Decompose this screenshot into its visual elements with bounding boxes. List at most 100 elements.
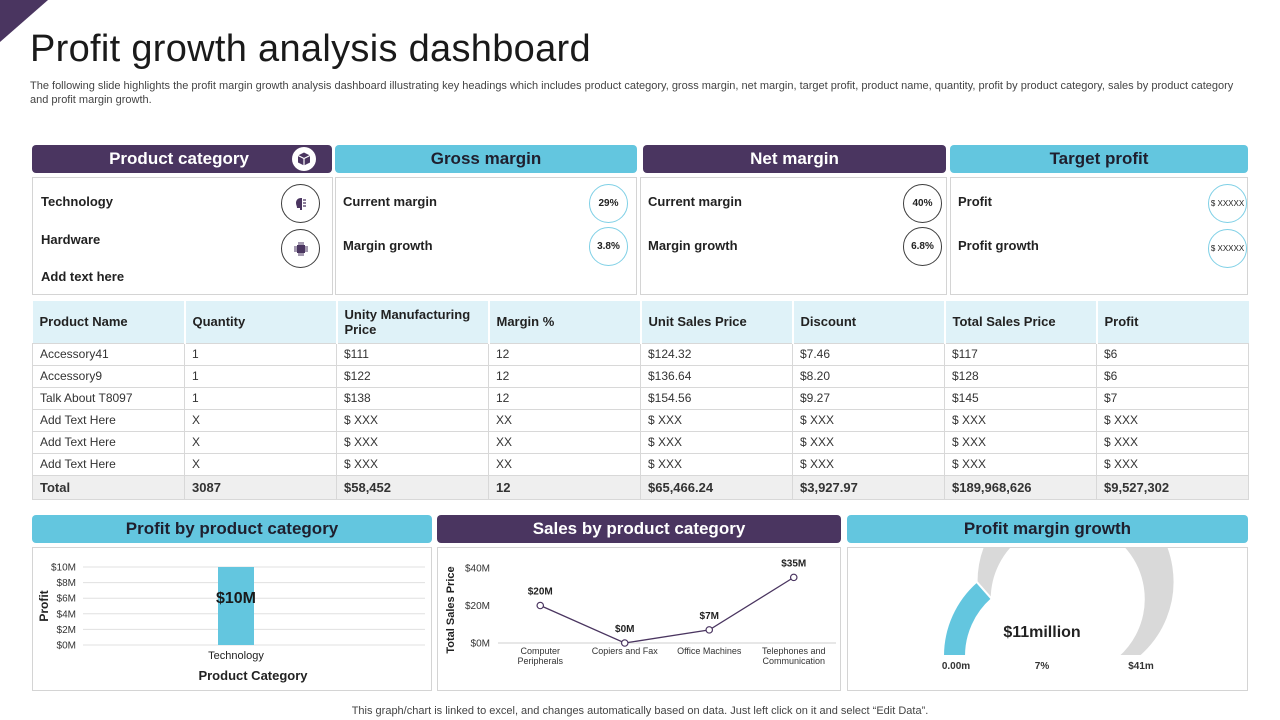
table-cell: 3087 [184,474,337,500]
table-row[interactable]: Accessory9 1 $122 12 $136.64 $8.20 $128 $6 [32,364,1249,388]
table-cell: $136.64 [640,364,793,388]
target-profit-card: Profit $ XXXXX Profit growth $ XXXXX [950,177,1248,295]
table-cell: $ XXX [944,452,1097,476]
table-row[interactable]: Accessory41 1 $111 12 $124.32 $7.46 $117 $6 [32,342,1249,366]
table-total-row[interactable]: Total 3087 $58,452 12 $65,466.24 $3,927.97 … [32,474,1249,500]
gauge-value-label: $11million [1003,624,1080,641]
gauge-min-label: 0.00m [942,661,970,672]
y-tick-label: $10M [51,563,76,574]
category-item-technology: Technology [41,194,113,209]
point-data-label: $0M [615,624,634,635]
column-header[interactable]: Profit [1096,301,1249,343]
table-cell: 12 [488,386,641,410]
brain-chip-icon [281,184,320,223]
header-label: Product category [109,149,249,168]
table-cell: $58,452 [336,474,489,500]
column-header[interactable]: Product Name [32,301,186,343]
profit-bar-chart-card: $0M $2M $4M $6M $8M $10M $10M Technology Profit P… [32,547,432,691]
target-profit-growth-label: Profit growth [958,238,1039,253]
column-header[interactable]: Discount [792,301,946,343]
y-tick-label: $8M [57,578,76,589]
data-point [705,626,714,634]
x-tick-label: Telephones and Communication [762,646,826,666]
table-row[interactable]: Add Text Here X $ XXX XX $ XXX $ XXX $ XXX $… [32,408,1249,432]
x-tick-label-line: Copiers and Fax [592,646,659,656]
y-tick-label: $0M [471,639,490,650]
header-target-profit[interactable]: Target profit [950,145,1248,173]
gross-margin-card: Current margin 29% Margin growth 3.8% [335,177,637,295]
series-line [539,576,795,644]
table-cell: $117 [944,342,1097,366]
table-cell: $9.27 [792,386,945,410]
cpu-chip-icon [281,229,320,268]
table-cell: $ XXX [336,408,489,432]
product-table: Product Name Quantity Unity Manufacturin… [32,301,1249,500]
net-current-margin-value: 40% [903,184,942,223]
table-cell: X [184,408,337,432]
y-tick-label: $40M [465,564,490,575]
table-cell: $7 [1096,386,1249,410]
table-cell: $145 [944,386,1097,410]
table-cell: 1 [184,386,337,410]
table-cell: Add Text Here [32,408,185,432]
table-cell: $ XXX [336,452,489,476]
column-header[interactable]: Total Sales Price [944,301,1098,343]
gauge-fill [941,580,994,657]
header-net-margin[interactable]: Net margin [643,145,946,173]
table-cell: $189,968,626 [944,474,1097,500]
table-cell: Talk About T8097 [32,386,185,410]
page-subtitle: The following slide highlights the profi… [30,80,1234,106]
header-profit-by-category[interactable]: Profit by product category [32,515,432,543]
table-cell: $122 [336,364,489,388]
column-header[interactable]: Unit Sales Price [640,301,794,343]
data-point [536,601,545,610]
gauge-max-label: $41m [1128,661,1154,672]
table-row[interactable]: Add Text Here X $ XXX XX $ XXX $ XXX $ XXX $… [32,430,1249,454]
table-cell: 1 [184,364,337,388]
gross-margin-growth-label: Margin growth [343,238,433,253]
table-row[interactable]: Talk About T8097 1 $138 12 $154.56 $9.27 $1… [32,386,1249,410]
gross-margin-growth-value: 3.8% [589,227,628,266]
header-gross-margin[interactable]: Gross margin [335,145,637,173]
table-cell: $6 [1096,364,1249,388]
y-axis-title: Total Sales Price [445,566,457,653]
x-tick-label: Computer Peripherals [517,646,563,666]
x-tick-label-line: Communication [762,656,825,666]
profit-margin-gauge: $11million 0.00m 7% $41m [941,481,1176,672]
box-icon [292,147,316,171]
table-cell: $ XXX [640,452,793,476]
table-cell: 12 [488,474,641,500]
table-cell: $ XXX [944,430,1097,454]
header-sales-by-category[interactable]: Sales by product category [437,515,841,543]
table-cell: XX [488,430,641,454]
table-row[interactable]: Add Text Here X $ XXX XX $ XXX $ XXX $ XXX $… [32,452,1249,476]
product-category-card: Technology Hardware Add text here [32,177,333,295]
column-header[interactable]: Quantity [184,301,338,343]
table-cell: $ XXX [640,430,793,454]
page-title: Profit growth analysis dashboard [30,28,591,70]
x-tick-label-line: Telephones and [762,646,826,656]
table-cell: $154.56 [640,386,793,410]
net-margin-card: Current margin 40% Margin growth 6.8% [640,177,947,295]
y-tick-label: $4M [57,609,76,620]
header-profit-margin-growth[interactable]: Profit margin growth [847,515,1248,543]
table-header-row: Product Name Quantity Unity Manufacturin… [32,301,1249,343]
x-tick-label: Copiers and Fax [592,646,659,656]
gross-current-margin-label: Current margin [343,194,437,209]
column-header[interactable]: Unity Manufacturing Price [336,301,490,343]
sales-line-chart-card: $0M $20M $40M $20M Computer Peripherals $0M Cop… [437,547,841,691]
profit-bar-chart: $0M $2M $4M $6M $8M $10M $10M Technology Profit P… [37,563,425,683]
header-product-category[interactable]: Product category [32,145,332,173]
table-cell: $ XXX [640,408,793,432]
table-cell: $6 [1096,342,1249,366]
table-cell: Total [32,474,185,500]
y-tick-label: $0M [57,641,76,652]
table-cell: 1 [184,342,337,366]
table-cell: $ XXX [944,408,1097,432]
target-profit-value: $ XXXXX [1208,184,1247,223]
table-cell: X [184,430,337,454]
x-tick-label: Technology [208,650,264,662]
y-tick-label: $20M [465,601,490,612]
column-header[interactable]: Margin % [488,301,642,343]
table-cell: X [184,452,337,476]
